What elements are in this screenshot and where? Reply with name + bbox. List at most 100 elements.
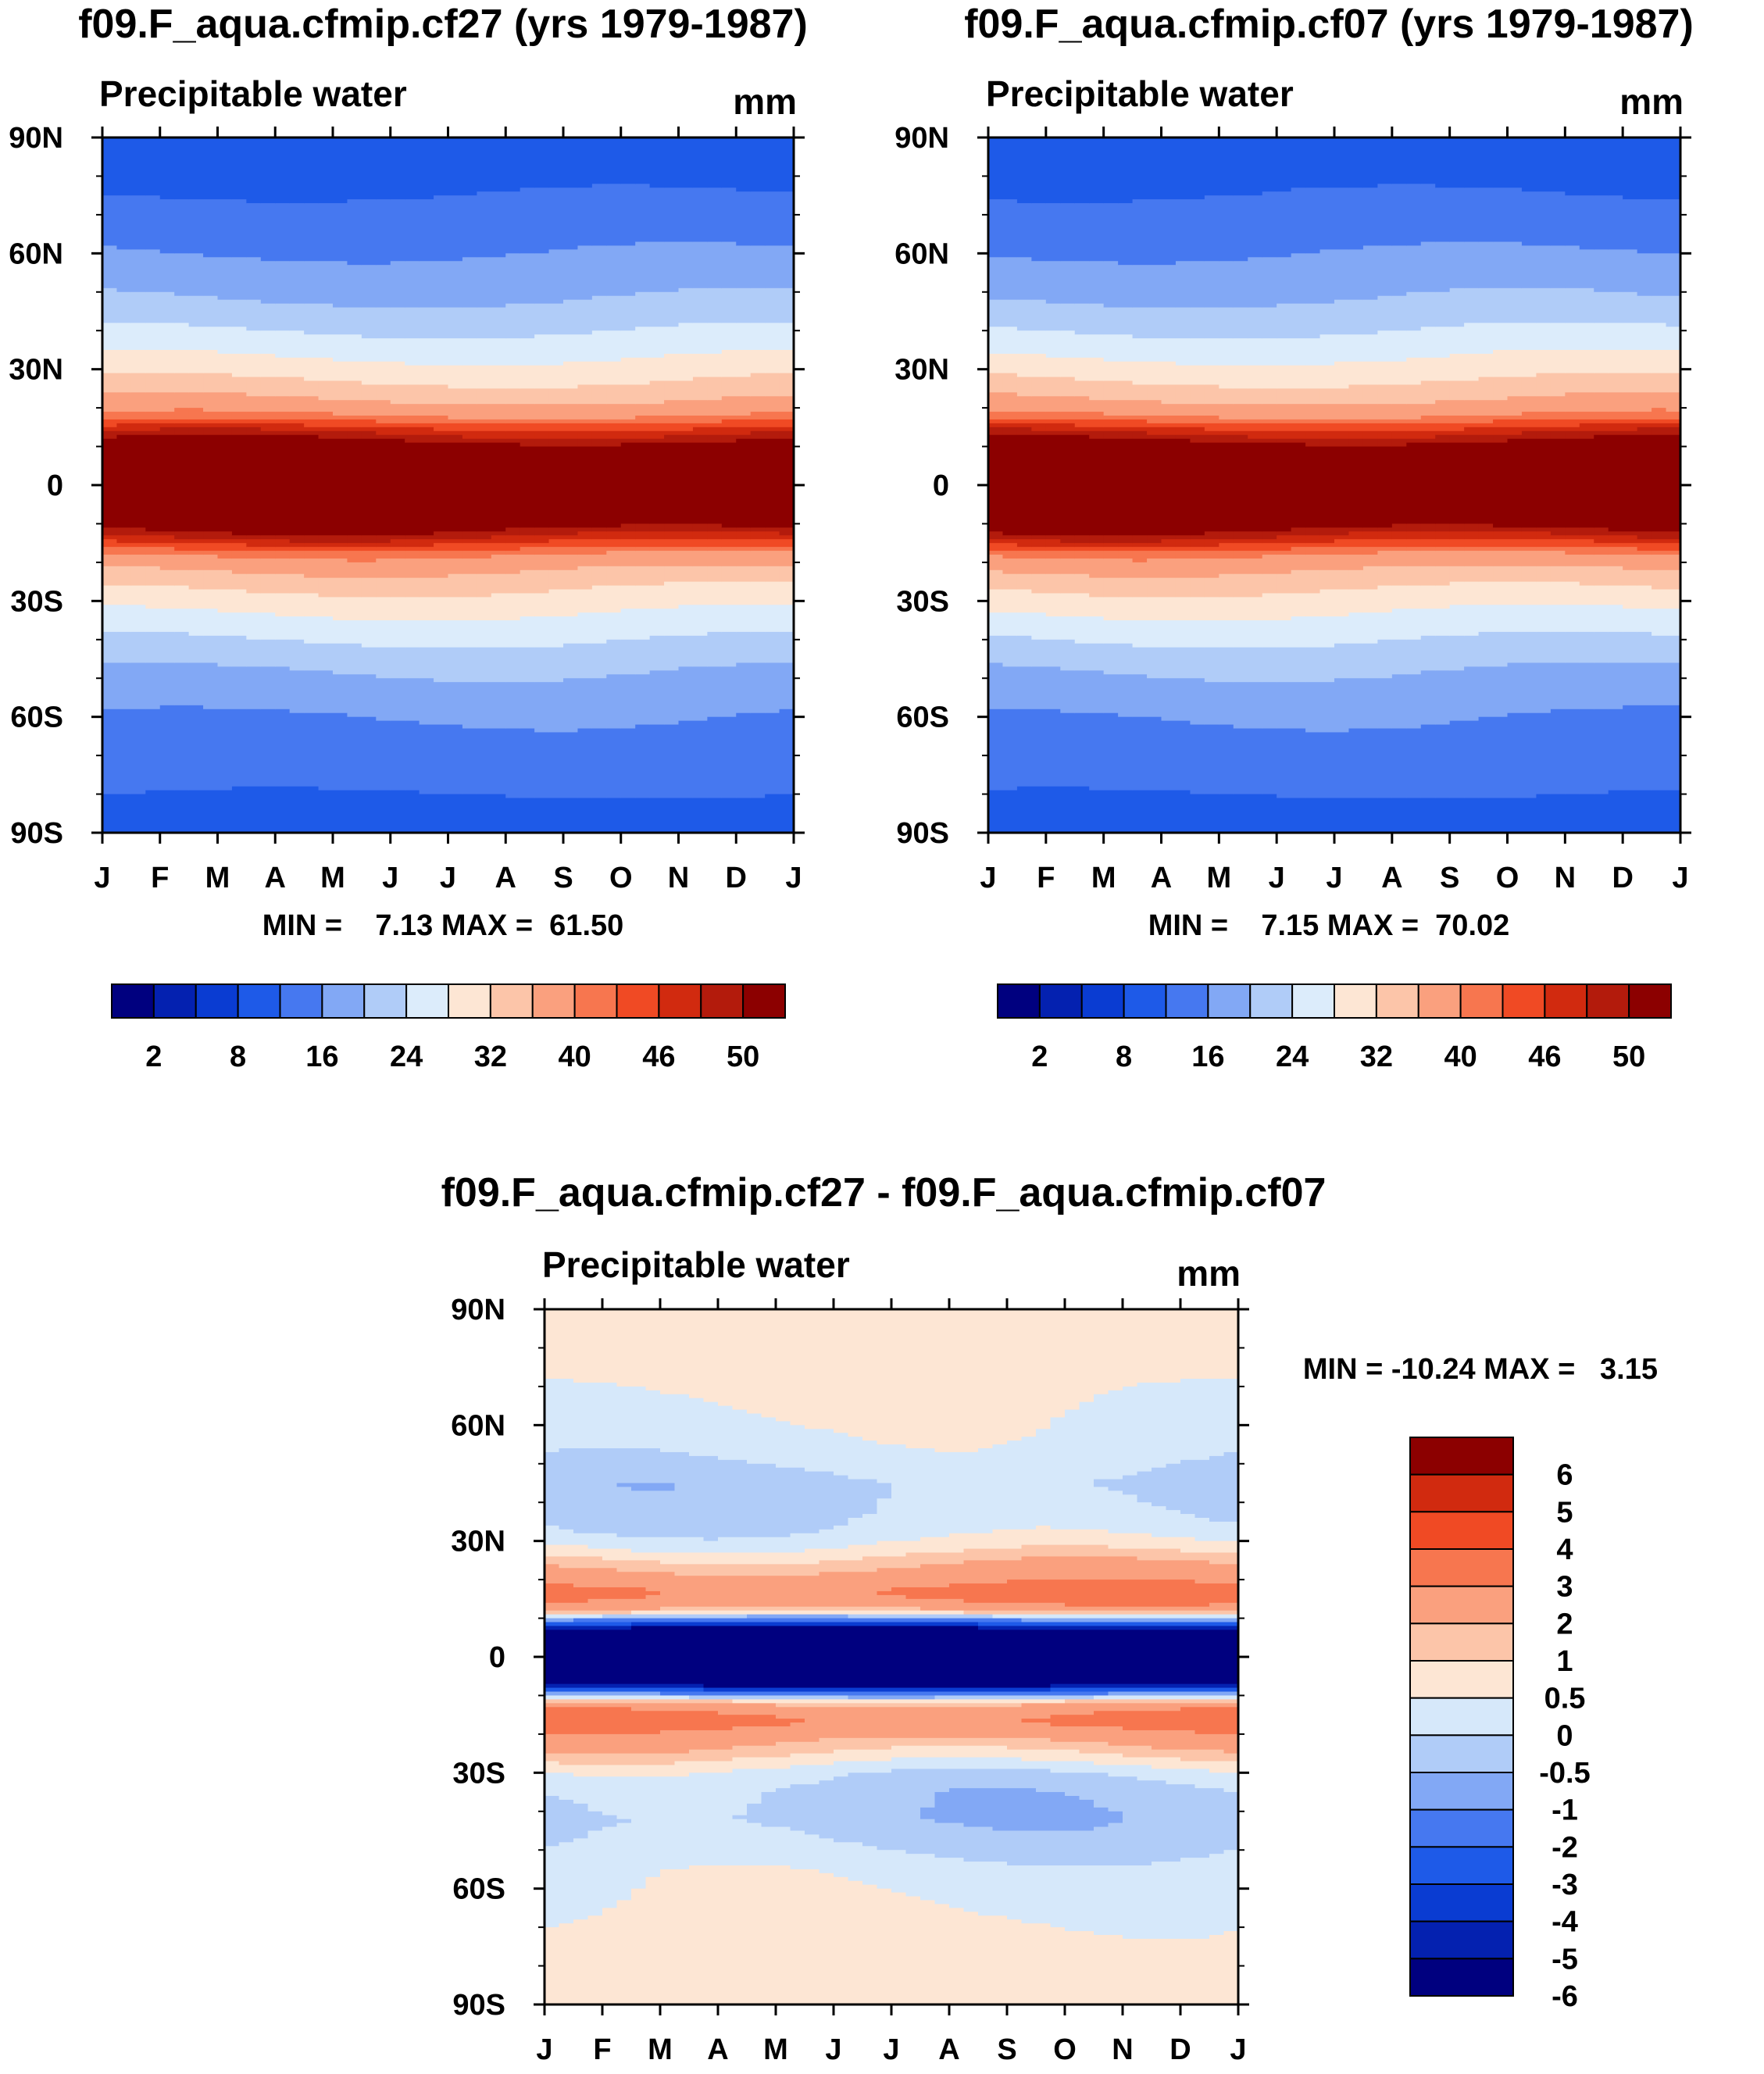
contour-band [1219,573,1234,598]
contour-band [1204,682,1219,726]
contour-band [747,1803,762,1824]
contour-band [920,1448,936,1538]
contour-band [635,609,651,641]
contour-band [707,287,723,323]
contour-band [333,261,348,309]
contour-band [649,416,665,424]
contour-band [1108,1533,1123,1550]
contour-band [1007,1614,1023,1619]
contour-band [649,539,665,548]
contour-band [1089,412,1105,420]
contour-band [1449,400,1465,416]
contour-band [491,365,506,389]
contour-band [1521,547,1537,552]
contour-band [721,419,737,428]
contour-band [620,423,636,432]
contour-band [1233,728,1248,795]
contour-band [304,430,320,436]
contour-band [664,798,680,834]
contour-band [949,1858,965,1908]
contour-band [992,1695,1008,1700]
contour-band [1262,551,1277,555]
contour-band [304,558,320,579]
contour-band [477,365,492,389]
contour-band [1435,585,1451,609]
contour-band [1319,535,1335,544]
contour-band [1094,1691,1109,1697]
contour-band [1166,1618,1181,1623]
contour-band [1118,620,1134,644]
contour-band [649,551,665,567]
contour-band [1623,705,1638,791]
contour-band [732,1610,748,1615]
contour-band [1118,674,1134,718]
contour-band [1420,551,1436,567]
contour-band [1248,728,1263,795]
contour-band [779,396,795,412]
contour-band [434,597,449,621]
contour-band [448,558,463,575]
contour-band [660,1691,676,1697]
contour-band [703,1576,719,1608]
contour-band [692,635,708,667]
colorbar-label: 50 [1612,1041,1645,1073]
contour-band [174,199,190,254]
contour-band [1147,558,1162,579]
contour-band [1579,323,1594,351]
contour-band [1435,531,1451,540]
contour-band [1089,790,1105,834]
contour-band [361,427,377,432]
contour-band [1652,137,1667,200]
contour-band [805,1622,820,1627]
contour-band [620,639,636,675]
contour-band [231,427,247,436]
contour-band [1016,535,1032,540]
contour-band [390,720,405,791]
colorbar-label: 50 [727,1041,759,1073]
contour-band [1435,609,1451,637]
contour-band [1108,1606,1123,1612]
contour-band [246,299,262,331]
contour-band [790,1699,805,1704]
colorbar-box [1409,1437,1514,1476]
contour-band [1161,438,1177,536]
contour-band [1002,612,1018,637]
contour-band [1175,720,1191,791]
contour-band [1435,539,1451,548]
contour-band [1108,1753,1123,1766]
contour-band [505,442,521,528]
contour-band [1108,1630,1123,1685]
contour-band [559,1772,574,1801]
contour-band [347,547,362,552]
contour-band [260,786,276,834]
contour-band [1123,1757,1138,1766]
contour-band [664,635,680,671]
contour-band [1103,551,1119,559]
contour-band [545,1927,560,2005]
contour-band [1277,535,1292,544]
contour-band [361,265,377,309]
contour-band [765,551,780,567]
contour-band [130,195,146,250]
contour-band [602,1598,618,1612]
contour-band [992,1769,1008,1789]
contour-band [333,597,348,621]
contour-band [505,137,521,192]
contour-band [434,423,449,432]
contour-band [545,1379,560,1453]
contour-band [1074,303,1090,335]
contour-band [761,1614,777,1619]
contour-band [260,551,276,559]
contour-band [1103,307,1119,335]
contour-band [1108,1614,1123,1619]
contour-band [1507,396,1523,416]
contour-band [116,419,132,424]
contour-band [1478,287,1494,323]
contour-band [1391,330,1407,362]
contour-band [1248,257,1263,309]
contour-band [1180,1749,1196,1762]
contour-band [660,1614,676,1619]
contour-band [848,1518,863,1546]
contour-band [674,1451,690,1538]
contour-band [1521,323,1537,351]
